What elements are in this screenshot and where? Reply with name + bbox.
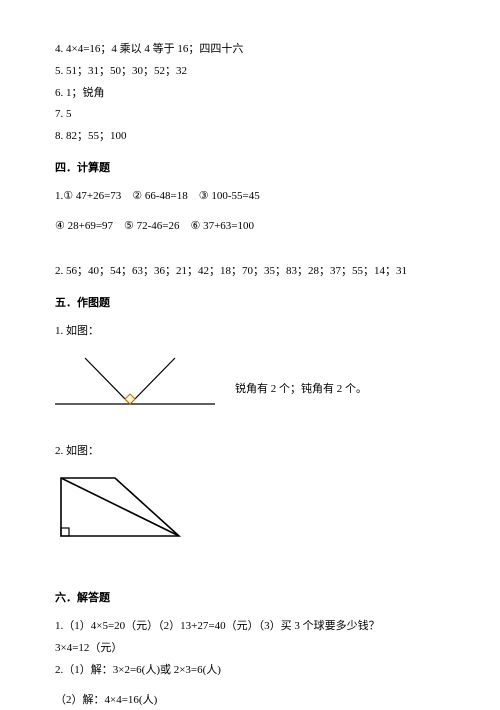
top-line-5: 5. 51；31；50；30；52；32	[55, 62, 445, 82]
figure-2	[55, 472, 445, 554]
top-line-6: 6. 1；锐角	[55, 84, 445, 104]
section-6-title: 六．解答题	[55, 589, 445, 609]
figure-1-caption: 锐角有 2 个；钝角有 2 个。	[235, 380, 367, 418]
section-4-title: 四．计算题	[55, 159, 445, 179]
top-line-4: 4. 4×4=16；4 乘以 4 等于 16；四四十六	[55, 40, 445, 60]
section-5-title: 五．作图题	[55, 294, 445, 314]
answer-line-2: 3×4=12（元）	[55, 639, 445, 659]
answer-line-4: （2）解：4×4=16(人)	[55, 691, 445, 710]
answer-line-3: 2.（1）解：3×2=6(人)或 2×3=6(人)	[55, 661, 445, 681]
top-line-8: 8. 82；55；100	[55, 127, 445, 147]
drawing-item-2: 2. 如图：	[55, 442, 445, 462]
top-line-7: 7. 5	[55, 105, 445, 125]
calc-row-2: ④ 28+69=97 ⑤ 72-46=26 ⑥ 37+63=100	[55, 217, 445, 237]
answer-line-1: 1.（1）4×5=20（元）（2）13+27=40（元）（3）买 3 个球要多少…	[55, 617, 445, 637]
drawing-item-1: 1. 如图：	[55, 322, 445, 342]
figure-1: 锐角有 2 个；钝角有 2 个。	[55, 352, 445, 418]
calc-row-3: 2. 56；40；54；63；36；21；42；18；70；35；83；28；3…	[55, 262, 445, 282]
calc-row-1: 1.① 47+26=73 ② 66-48=18 ③ 100-55=45	[55, 187, 445, 207]
angle-diagram	[55, 352, 215, 418]
quad-diagram	[55, 472, 185, 546]
